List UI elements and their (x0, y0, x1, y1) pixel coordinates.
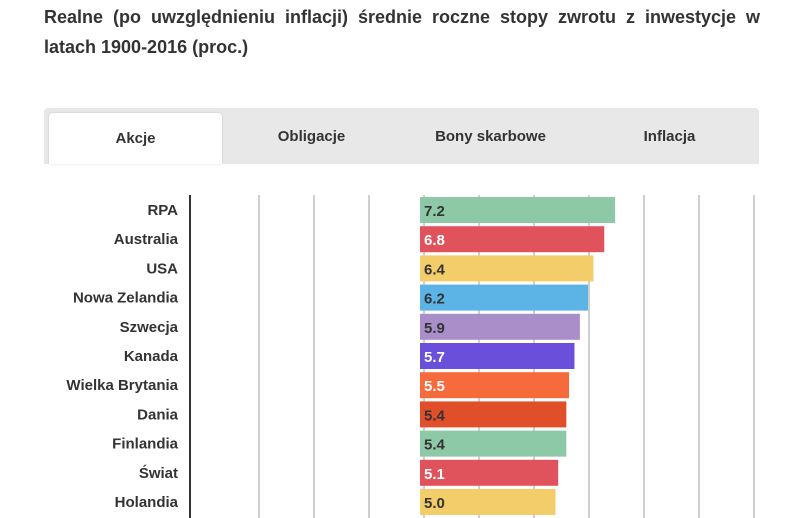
tab-bony-skarbowe[interactable]: Bony skarbowe (435, 127, 546, 145)
category-label: Kanada (124, 348, 179, 365)
bar[interactable] (420, 489, 556, 515)
value-label: 5.4 (424, 437, 446, 454)
value-label: 6.2 (424, 291, 445, 308)
bar[interactable] (420, 401, 567, 428)
bar[interactable] (420, 459, 559, 486)
value-label: 5.9 (424, 320, 445, 337)
tab-bar: Akcje Obligacje Bony skarbowe Inflacja (44, 108, 759, 164)
value-label: 5.0 (424, 495, 445, 512)
value-label: 5.1 (424, 466, 445, 483)
bar[interactable] (420, 372, 570, 399)
value-label: 5.4 (424, 407, 446, 424)
value-label: 6.8 (424, 232, 445, 249)
value-label: 6.4 (424, 261, 446, 278)
bar[interactable] (420, 313, 580, 340)
category-label: Dania (137, 406, 179, 423)
category-label: Świat (139, 464, 178, 482)
tab-obligacje[interactable]: Obligacje (277, 127, 346, 145)
category-label: Nowa Zelandia (73, 290, 179, 307)
value-label: 7.2 (424, 203, 445, 220)
category-label: Holandia (115, 494, 179, 511)
bar[interactable] (420, 255, 594, 282)
tab-akcje[interactable]: Akcje (49, 113, 223, 164)
category-label: Szwecja (120, 319, 179, 336)
category-label: USA (146, 260, 178, 277)
value-label: 5.5 (424, 378, 445, 395)
bar[interactable] (420, 284, 589, 311)
category-label: Finlandia (112, 436, 178, 453)
chart-title: Realne (po uwzględnieniu inflacji) średn… (44, 7, 760, 57)
category-label: Australia (114, 231, 179, 248)
bar[interactable] (420, 430, 567, 457)
bar[interactable] (420, 343, 575, 369)
value-label: 5.7 (424, 349, 445, 366)
tab-inflacja[interactable]: Inflacja (643, 127, 696, 145)
bar[interactable] (420, 226, 605, 253)
bar[interactable] (420, 197, 616, 223)
bar-chart: RPA 7.2 Australia 6.8 USA 6.4 Nowa Zelandia 6.2… (66, 195, 755, 518)
category-label: Wielka Brytania (66, 377, 178, 394)
category-label: RPA (147, 202, 178, 219)
